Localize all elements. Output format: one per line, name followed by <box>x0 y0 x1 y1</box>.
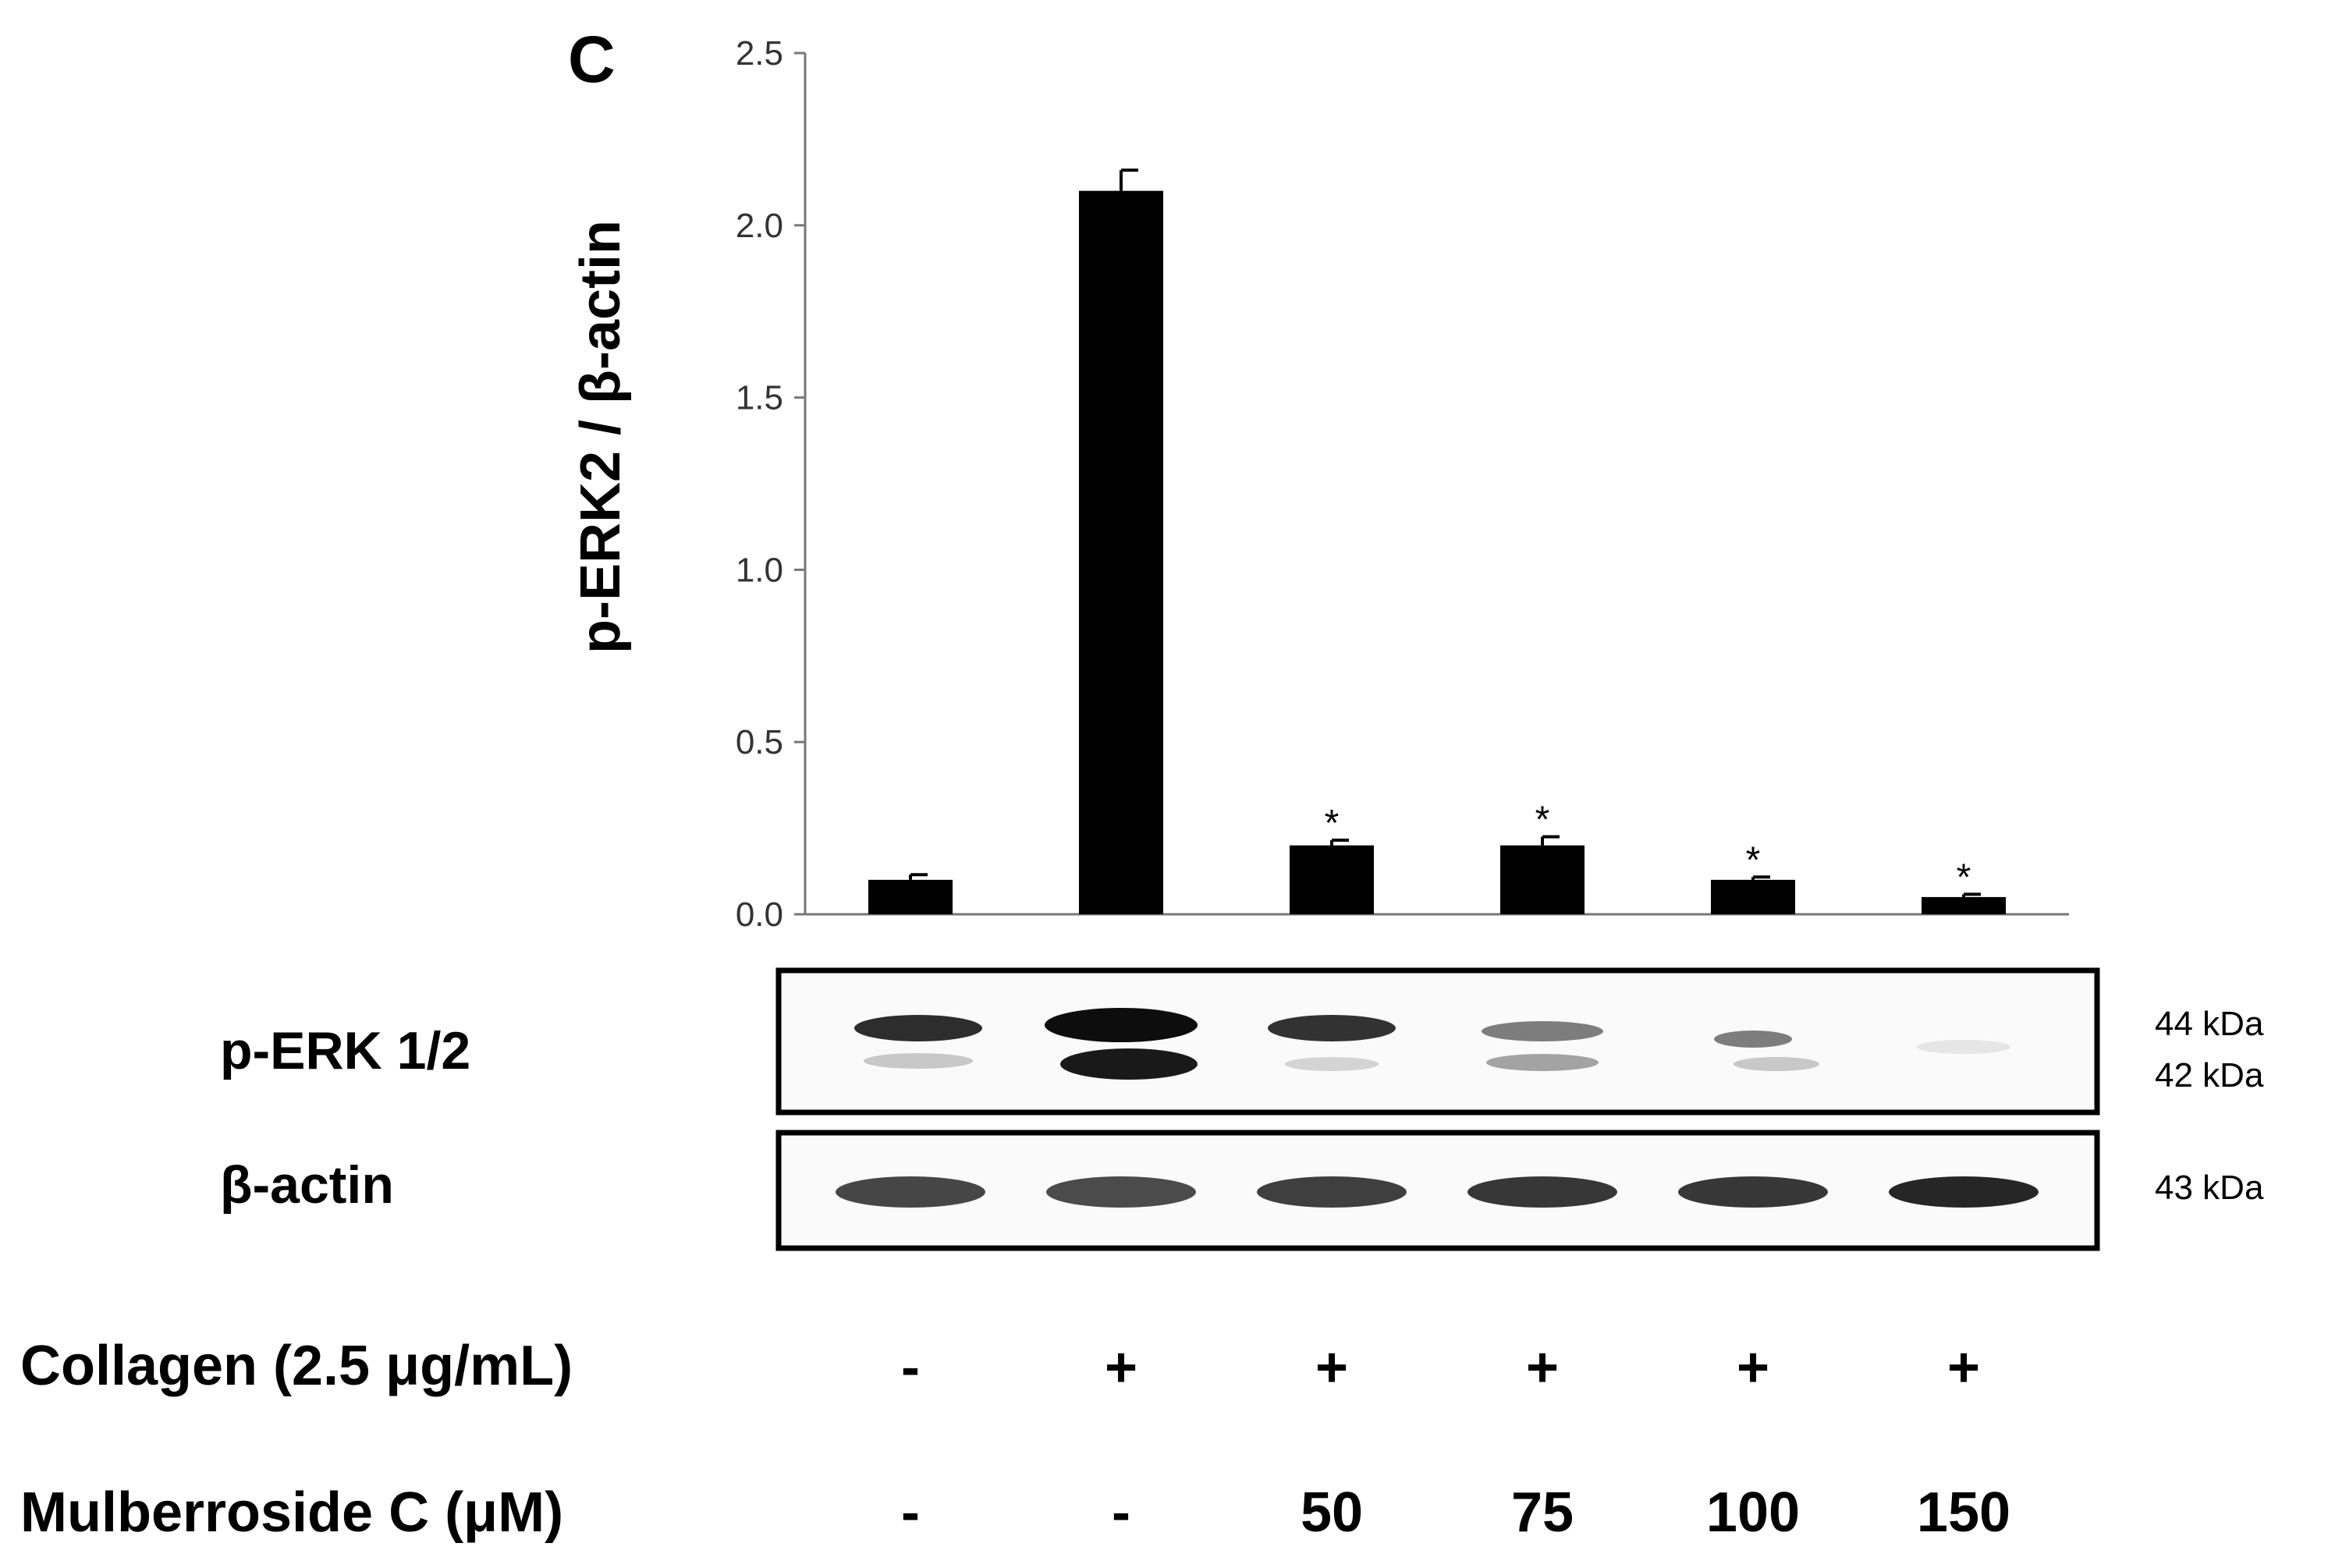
band <box>1482 1021 1603 1041</box>
band <box>1268 1015 1396 1041</box>
significance-mark: * <box>1325 803 1340 844</box>
bar <box>1500 845 1585 914</box>
condition-value: + <box>1104 1336 1138 1399</box>
condition-value: + <box>1315 1336 1349 1399</box>
condition-value: + <box>1947 1336 1981 1399</box>
condition-value: 100 <box>1705 1481 1801 1544</box>
kda-42: 42 kDa <box>2155 1056 2264 1094</box>
beta-actin-blot <box>775 1130 2100 1251</box>
y-tick-label: 2.0 <box>736 207 783 245</box>
y-tick-label: 2.5 <box>736 34 783 73</box>
y-tick-label: 0.0 <box>736 896 783 934</box>
blot-label-actin: β-actin <box>220 1155 394 1215</box>
p-erk-blot <box>775 967 2100 1116</box>
band <box>1917 1040 2010 1054</box>
bar <box>868 879 953 914</box>
significance-mark: * <box>1746 839 1761 881</box>
significance-mark: * <box>1535 800 1550 841</box>
condition-value: + <box>1525 1336 1560 1399</box>
bars: * * * * <box>868 169 2006 914</box>
y-tick-label: 1.0 <box>736 551 783 589</box>
condition-value: 150 <box>1916 1481 2011 1544</box>
panel-label: C <box>568 23 616 96</box>
band <box>1734 1057 1819 1071</box>
band <box>1285 1057 1379 1071</box>
band <box>1257 1176 1407 1208</box>
band <box>1678 1176 1828 1208</box>
bar <box>1922 896 2006 914</box>
condition-value: - <box>1112 1481 1130 1544</box>
blot-frame <box>775 967 2100 1116</box>
bar <box>1079 190 1163 914</box>
band <box>1486 1054 1599 1071</box>
band <box>1714 1031 1792 1048</box>
collagen-row-label: Collagen (2.5 μg/mL) <box>20 1335 573 1397</box>
band <box>1467 1176 1617 1208</box>
band <box>854 1015 982 1041</box>
y-tick-label: 0.5 <box>736 723 783 761</box>
band <box>836 1176 985 1208</box>
kda-44: 44 kDa <box>2155 1005 2264 1043</box>
band <box>864 1053 973 1069</box>
kda-43: 43 kDa <box>2155 1169 2264 1207</box>
band <box>1046 1176 1196 1208</box>
y-tick-label: 1.5 <box>736 379 783 417</box>
band <box>1889 1176 2039 1208</box>
blot-label-perk: p-ERK 1/2 <box>220 1021 471 1080</box>
condition-value: 75 <box>1510 1481 1574 1544</box>
condition-value: 50 <box>1300 1481 1364 1544</box>
y-axis: 0.0 0.5 1.0 1.5 2.0 2.5 <box>736 34 807 934</box>
bar <box>1290 845 1374 914</box>
condition-value: - <box>901 1481 920 1544</box>
significance-mark: * <box>1957 857 1971 898</box>
bar <box>1711 879 1795 914</box>
condition-value: - <box>901 1336 920 1399</box>
condition-value: + <box>1736 1336 1770 1399</box>
mulberroside-row-label: Mulberroside C (μM) <box>20 1481 564 1544</box>
band <box>1045 1008 1198 1042</box>
band <box>1060 1048 1198 1080</box>
blot-frame <box>775 1130 2100 1251</box>
